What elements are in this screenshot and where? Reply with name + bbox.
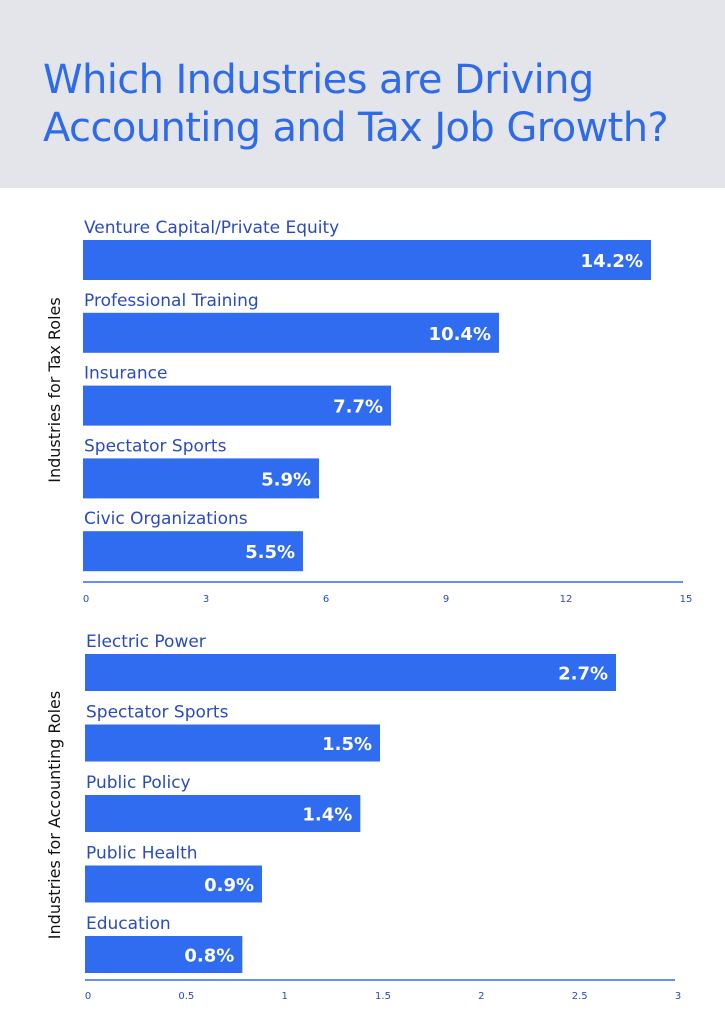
accounting-axis-title: Industries for Accounting Roles (45, 691, 64, 939)
accounting-tick-label: 0.5 (178, 991, 194, 1002)
tax-tick-label: 15 (680, 594, 693, 605)
accounting-bar (85, 724, 380, 762)
tax-tick-label: 0 (83, 594, 89, 605)
accounting-value-label: 0.9% (204, 875, 254, 896)
tax-value-label: 5.5% (245, 542, 295, 563)
tax-chart: Venture Capital/Private Equity 14.2% Profe… (45, 218, 692, 605)
accounting-value-label: 1.4% (302, 805, 352, 826)
accounting-tick-label: 1.5 (375, 991, 391, 1002)
tax-axis-title: Industries for Tax Roles (45, 297, 64, 482)
accounting-tick-label: 2 (478, 991, 484, 1002)
tax-tick-label: 3 (203, 594, 209, 605)
page-title: Which Industries are Driving Accounting … (43, 57, 669, 151)
header-banner (0, 0, 725, 188)
accounting-tick-label: 0 (85, 991, 91, 1002)
accounting-tick-label: 3 (675, 991, 681, 1002)
accounting-bar (85, 654, 616, 691)
tax-category-label: Venture Capital/Private Equity (84, 218, 339, 238)
tax-value-label: 14.2% (581, 251, 643, 272)
tax-bar (83, 240, 651, 280)
accounting-category-label: Spectator Sports (86, 703, 229, 723)
tax-category-label: Civic Organizations (84, 509, 248, 529)
tax-category-label: Spectator Sports (84, 436, 227, 456)
tax-bar (83, 531, 303, 572)
accounting-value-label: 0.8% (184, 946, 234, 967)
tax-category-label: Insurance (84, 364, 167, 384)
tax-tick-label: 6 (323, 594, 329, 605)
tax-tick-label: 9 (443, 594, 449, 605)
accounting-chart: Electric Power 2.7% Spectator Sports 1.5% Pu… (45, 632, 681, 1002)
tax-value-label: 7.7% (333, 397, 383, 418)
tax-value-label: 5.9% (261, 469, 311, 490)
tax-bar (83, 385, 391, 426)
accounting-category-label: Electric Power (86, 632, 206, 652)
accounting-category-label: Public Health (86, 844, 198, 864)
accounting-bar (85, 795, 361, 832)
accounting-value-label: 2.7% (558, 664, 608, 685)
accounting-bar (85, 936, 243, 973)
accounting-tick-label: 1 (281, 991, 287, 1002)
accounting-tick-label: 2.5 (572, 991, 588, 1002)
accounting-value-label: 1.5% (322, 734, 372, 755)
accounting-category-label: Education (86, 914, 171, 934)
tax-tick-label: 12 (560, 594, 573, 605)
accounting-bar (85, 865, 262, 903)
tax-bar (83, 458, 319, 499)
tax-value-label: 10.4% (429, 324, 491, 345)
tax-category-label: Professional Training (84, 291, 259, 311)
tax-bar (83, 312, 499, 353)
accounting-category-label: Public Policy (86, 773, 191, 793)
